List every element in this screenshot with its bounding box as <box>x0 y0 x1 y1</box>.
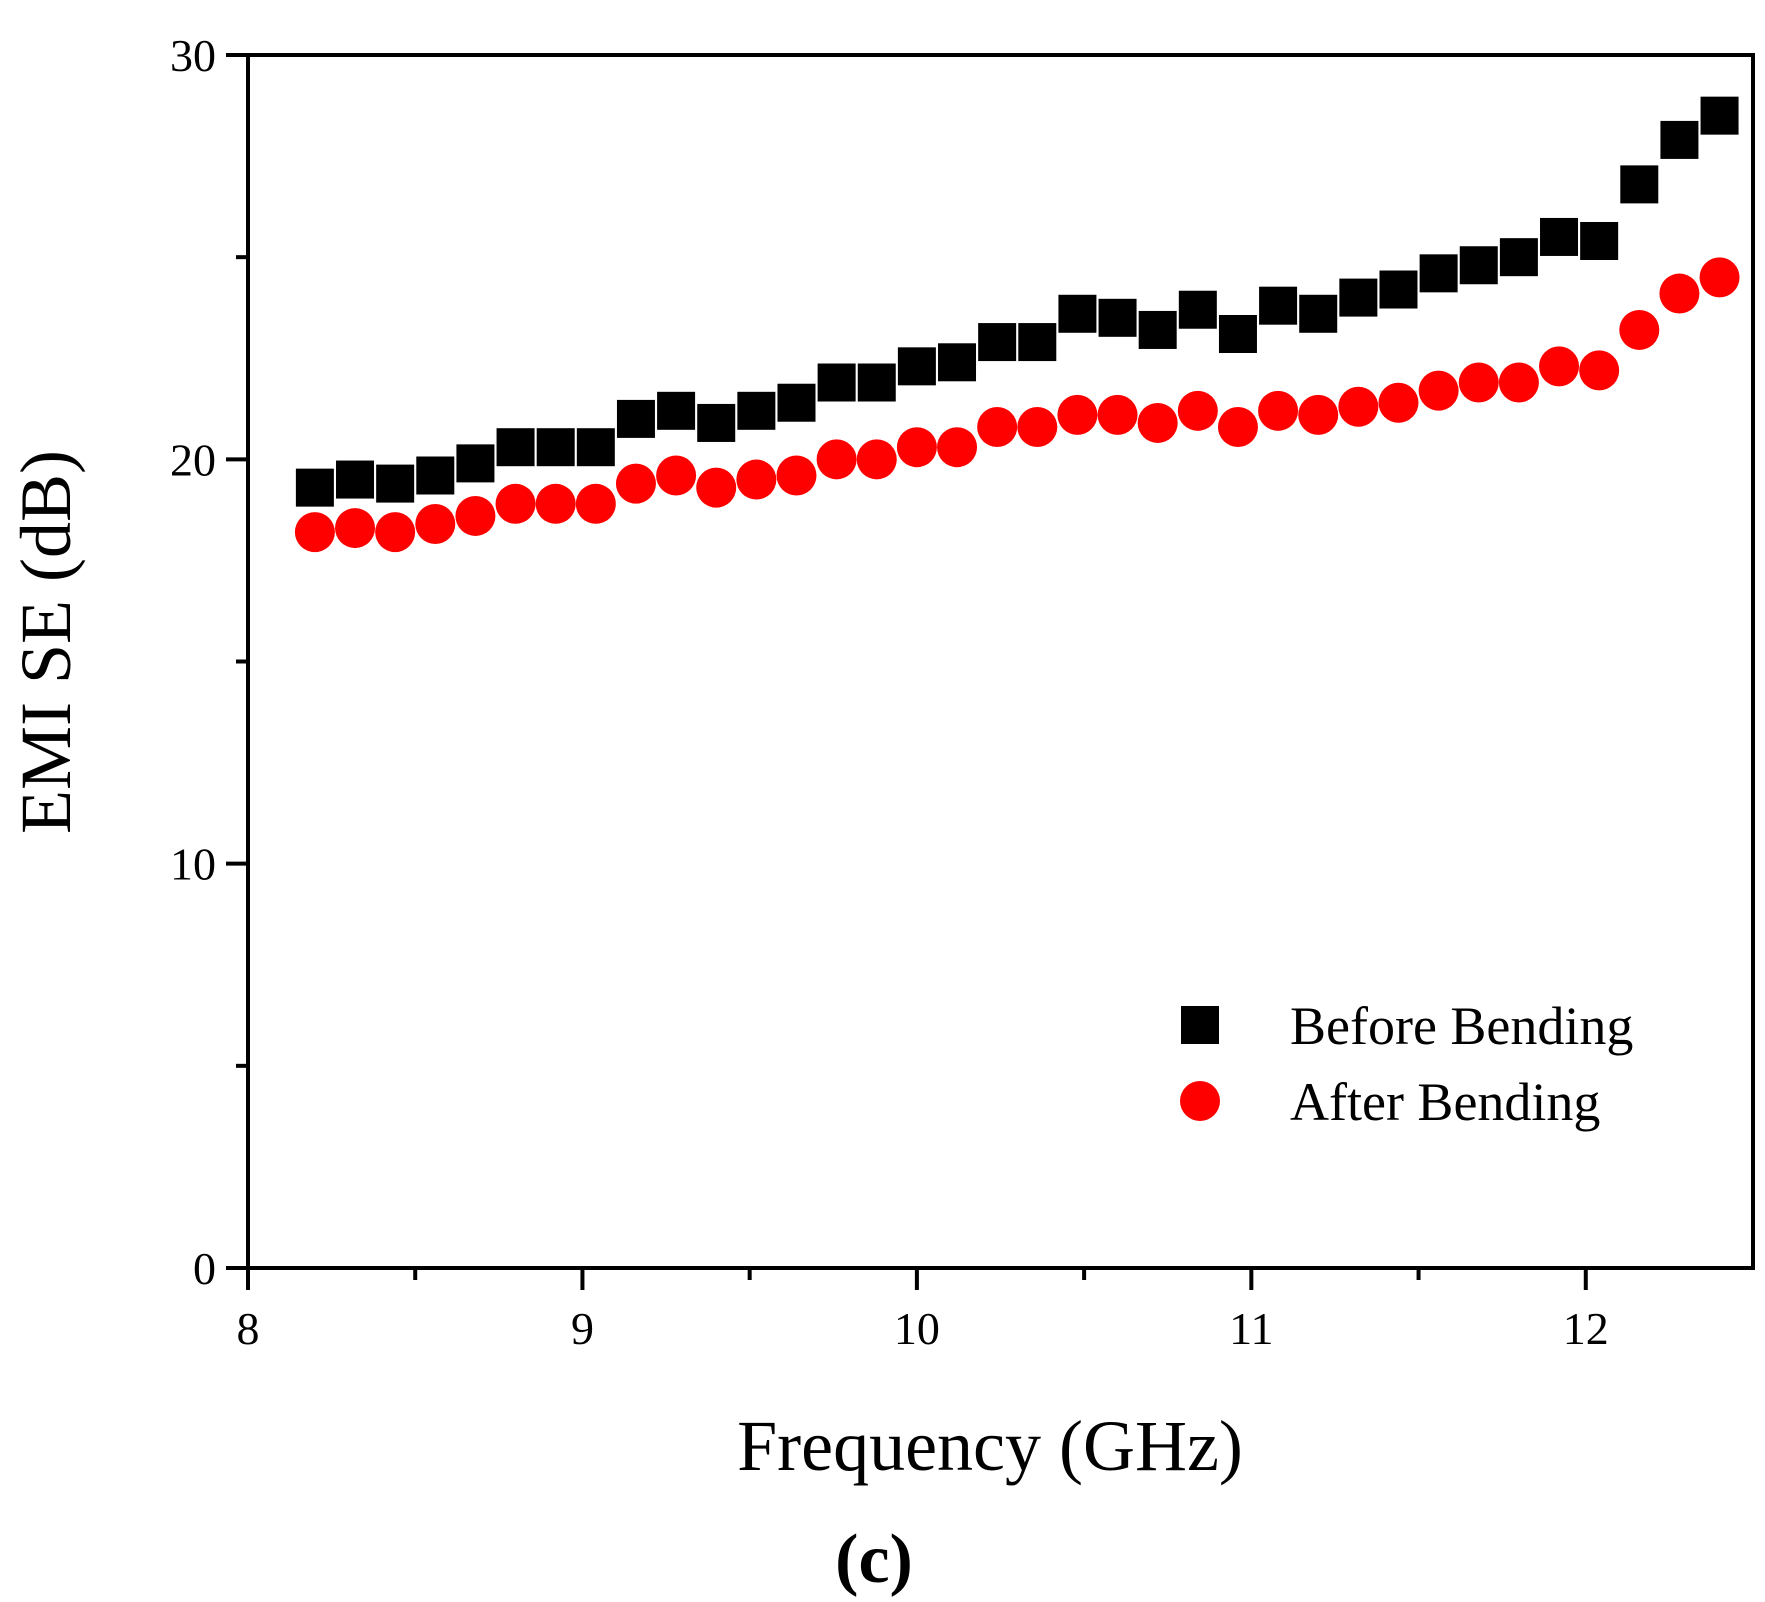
data-point-square <box>416 456 455 495</box>
data-point-square <box>1138 310 1177 349</box>
x-tick-label: 9 <box>571 1303 594 1354</box>
data-point-square <box>1540 217 1579 256</box>
data-point-circle <box>495 483 536 524</box>
legend-label: After Bending <box>1290 1072 1600 1132</box>
data-point-square <box>1379 270 1418 309</box>
x-axis-title: Frequency (GHz) <box>737 1406 1243 1486</box>
data-point-square <box>1259 286 1298 325</box>
data-point-circle <box>535 483 576 524</box>
data-point-circle <box>1579 350 1620 391</box>
y-tick-label: 20 <box>170 434 216 485</box>
data-point-square <box>1098 298 1137 337</box>
data-point-circle <box>1699 257 1740 298</box>
data-point-circle <box>455 495 496 536</box>
panel-label: (c) <box>835 1521 913 1598</box>
data-point-circle <box>1298 394 1339 435</box>
data-point-circle <box>937 427 978 468</box>
series-before-bending <box>295 96 1739 507</box>
data-point-circle <box>1137 402 1178 443</box>
data-point-circle <box>977 406 1018 447</box>
data-point-circle <box>1338 386 1379 427</box>
data-point-square <box>1299 294 1338 333</box>
x-tick-label: 8 <box>237 1303 260 1354</box>
data-point-square <box>657 391 696 430</box>
data-point-circle <box>1017 406 1058 447</box>
data-point-circle <box>1097 394 1138 435</box>
data-point-square <box>295 468 334 507</box>
data-point-circle <box>415 504 456 545</box>
data-point-square <box>697 403 736 442</box>
data-point-square <box>1058 294 1097 333</box>
y-axis-title: EMI SE (dB) <box>6 450 86 834</box>
data-point-circle <box>856 439 897 480</box>
data-point-circle <box>335 508 376 549</box>
ticks: 8 9 10 11 12 0 10 20 30 <box>170 30 1609 1354</box>
data-point-circle <box>1498 362 1539 403</box>
data-point-circle <box>656 455 697 496</box>
data-point-square <box>576 428 615 467</box>
data-point-square <box>897 347 936 386</box>
y-tick-label: 10 <box>170 839 216 890</box>
data-point-circle <box>776 455 817 496</box>
data-point-square <box>496 428 535 467</box>
data-point-square <box>1620 165 1659 204</box>
data-point-square <box>1660 120 1699 159</box>
data-point-square <box>1018 323 1057 362</box>
data-point-square <box>1419 254 1458 293</box>
data-point-circle <box>816 439 857 480</box>
data-point-circle <box>896 427 937 468</box>
data-point-square <box>1178 290 1217 329</box>
data-point-square <box>1339 278 1378 317</box>
data-point-square <box>737 391 776 430</box>
legend-marker-circle <box>1180 1081 1220 1121</box>
legend-label: Before Bending <box>1290 996 1633 1056</box>
data-point-square <box>1700 96 1739 135</box>
data-point-square <box>1459 246 1498 285</box>
data-point-circle <box>575 483 616 524</box>
data-point-square <box>1580 221 1619 260</box>
legend-marker-square <box>1181 1006 1219 1044</box>
data-point-circle <box>1378 382 1419 423</box>
data-point-circle <box>1258 390 1299 431</box>
data-point-square <box>817 363 856 402</box>
data-series <box>294 96 1740 553</box>
data-point-square <box>978 323 1017 362</box>
data-point-square <box>938 343 977 382</box>
data-point-square <box>456 444 495 483</box>
data-point-square <box>1218 314 1257 353</box>
x-tick-label: 10 <box>894 1303 940 1354</box>
data-point-circle <box>736 459 777 500</box>
data-point-circle <box>1057 394 1098 435</box>
data-point-circle <box>1418 370 1459 411</box>
data-point-circle <box>375 512 416 553</box>
data-point-square <box>336 460 375 499</box>
data-point-square <box>857 363 896 402</box>
data-point-circle <box>1177 390 1218 431</box>
data-point-circle <box>294 512 335 553</box>
series-after-bending <box>294 257 1740 553</box>
data-point-circle <box>1458 362 1499 403</box>
data-point-circle <box>696 467 737 508</box>
x-tick-label: 12 <box>1563 1303 1609 1354</box>
data-point-circle <box>615 463 656 504</box>
y-tick-label: 30 <box>170 30 216 81</box>
data-point-square <box>536 428 575 467</box>
y-tick-label: 0 <box>193 1243 216 1294</box>
x-tick-label: 11 <box>1229 1303 1273 1354</box>
data-point-square <box>376 464 415 503</box>
data-point-circle <box>1659 273 1700 314</box>
data-point-square <box>616 399 655 438</box>
data-point-circle <box>1539 346 1580 387</box>
data-point-square <box>777 383 816 422</box>
data-point-circle <box>1217 406 1258 447</box>
data-point-square <box>1499 238 1538 277</box>
data-point-circle <box>1619 309 1660 350</box>
legend: Before Bending After Bending <box>1180 996 1633 1132</box>
